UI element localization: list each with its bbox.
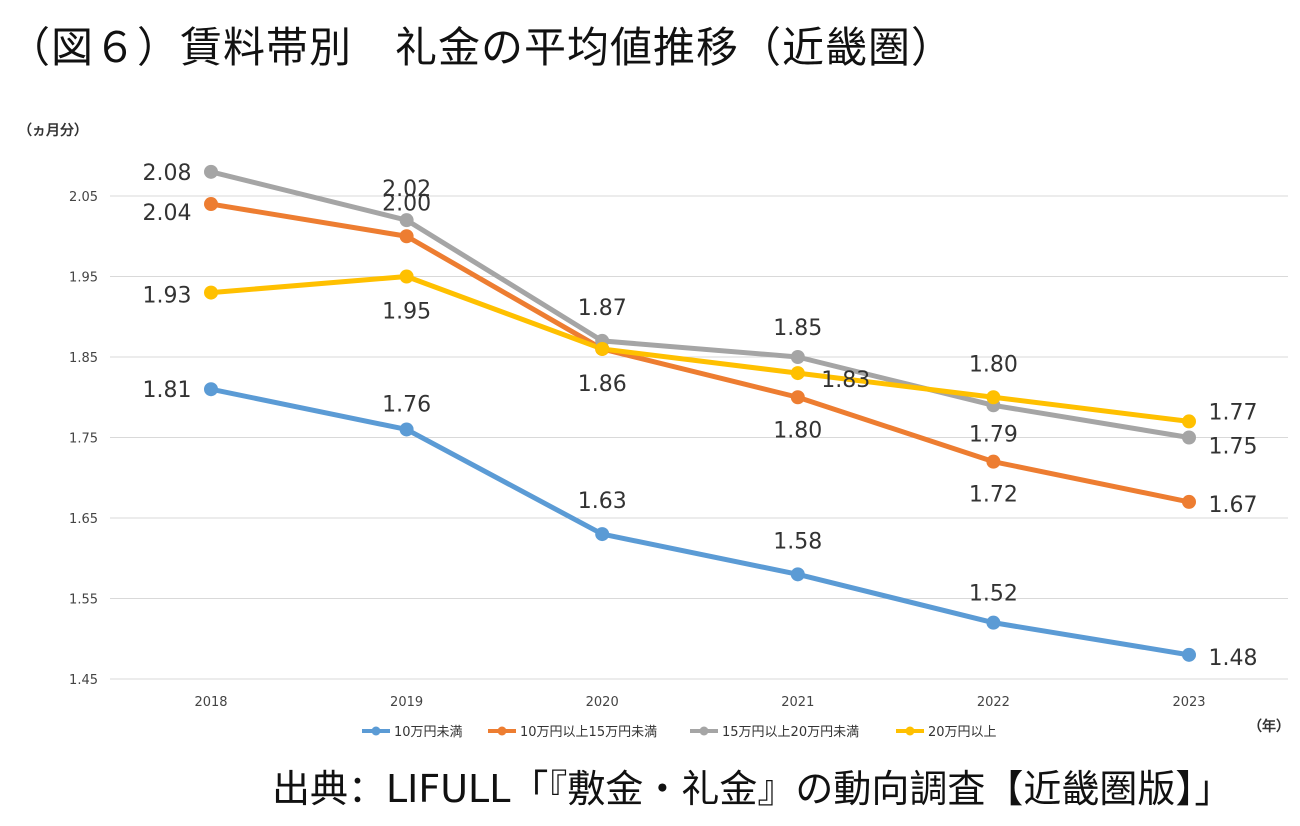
legend-swatch-dot [905, 726, 915, 736]
data-point [790, 567, 805, 582]
data-label: 1.48 [1209, 646, 1258, 671]
data-label: 1.75 [1209, 435, 1258, 460]
legend-swatch-dot [699, 726, 709, 736]
data-labels: 1.81 1.76 1.63 1.58 1.52 1.48 2.04 2.00 1.86 1.80… [143, 161, 1258, 671]
series-points [204, 164, 1196, 662]
data-label: 1.79 [969, 422, 1018, 447]
legend: 10万円未満 10万円以上15万円未満 15万円以上20万円未満 20万円以上 [362, 725, 997, 740]
data-point [1182, 430, 1196, 445]
legend-label: 15万円以上20万円未満 [722, 725, 859, 740]
data-point [595, 341, 610, 356]
data-point [1182, 494, 1196, 509]
y-axis-unit-label: （ヵ月分） [18, 123, 88, 139]
x-axis-unit-label: （年） [1248, 719, 1290, 735]
y-tick-label: 2.05 [69, 190, 98, 205]
data-label: 1.80 [773, 418, 822, 443]
data-point [1182, 414, 1196, 429]
data-label: 2.02 [382, 177, 431, 202]
y-axis-ticks: 1.45 1.55 1.65 1.75 1.85 1.95 2.05 [69, 190, 98, 688]
y-tick-label: 1.55 [69, 593, 98, 608]
series-line [208, 386, 1192, 658]
data-point [399, 422, 414, 437]
data-point [986, 454, 1001, 469]
data-point [204, 382, 218, 397]
data-point [399, 269, 414, 284]
data-point [204, 164, 218, 179]
data-label: 1.87 [578, 296, 627, 321]
data-point [204, 197, 218, 212]
data-label: 1.76 [382, 392, 431, 417]
data-label: 2.04 [143, 201, 192, 226]
data-label: 2.08 [143, 161, 192, 186]
legend-label: 10万円未満 [394, 725, 463, 740]
x-tick-label: 2020 [586, 695, 619, 710]
data-label: 1.67 [1209, 493, 1258, 518]
data-label: 1.72 [969, 483, 1018, 508]
series-line [208, 169, 1192, 440]
data-label: 1.86 [578, 372, 627, 397]
legend-label: 20万円以上 [928, 725, 997, 740]
x-tick-label: 2018 [194, 695, 227, 710]
data-point [399, 213, 414, 228]
data-point [399, 229, 414, 244]
data-point [790, 366, 805, 381]
y-tick-label: 1.65 [69, 512, 98, 527]
data-point [986, 390, 1001, 405]
data-label: 1.58 [773, 529, 822, 554]
series-line [208, 201, 1192, 505]
x-axis-ticks: 2018 2019 2020 2021 2022 2023 [194, 695, 1205, 710]
x-tick-label: 2019 [390, 695, 423, 710]
y-tick-label: 1.75 [69, 432, 98, 447]
data-label: 1.81 [143, 378, 192, 403]
data-label: 1.85 [773, 316, 822, 341]
data-point [790, 390, 805, 405]
legend-swatch-dot [497, 726, 507, 736]
source-note: 出典：LIFULL「『敷金・礼金』の動向調査【近畿圏版】」 [272, 767, 1233, 811]
data-label: 1.77 [1209, 400, 1258, 425]
chart-title: （図６）賃料帯別 礼金の平均値推移（近畿圏） [8, 23, 955, 72]
y-tick-label: 1.45 [69, 673, 98, 688]
data-label: 1.63 [578, 489, 627, 514]
data-label: 2.00 [382, 191, 431, 216]
data-point [1182, 647, 1196, 662]
data-label: 1.93 [143, 284, 192, 309]
x-tick-label: 2023 [1172, 695, 1205, 710]
x-tick-label: 2021 [781, 695, 814, 710]
x-tick-label: 2022 [977, 695, 1010, 710]
data-label: 1.83 [821, 368, 870, 393]
legend-label: 10万円以上15万円未満 [520, 725, 657, 740]
data-point [204, 285, 218, 300]
series-line [208, 274, 1192, 424]
data-point [595, 527, 610, 542]
y-tick-label: 1.85 [69, 351, 98, 366]
y-tick-label: 1.95 [69, 271, 98, 286]
data-label: 1.80 [969, 352, 1018, 377]
legend-swatch-dot [371, 726, 381, 736]
data-point [986, 615, 1001, 630]
data-point [790, 350, 805, 364]
data-label: 1.52 [969, 582, 1018, 607]
gridlines [110, 195, 1288, 680]
data-label: 1.95 [382, 300, 431, 325]
series-lines [208, 169, 1192, 658]
